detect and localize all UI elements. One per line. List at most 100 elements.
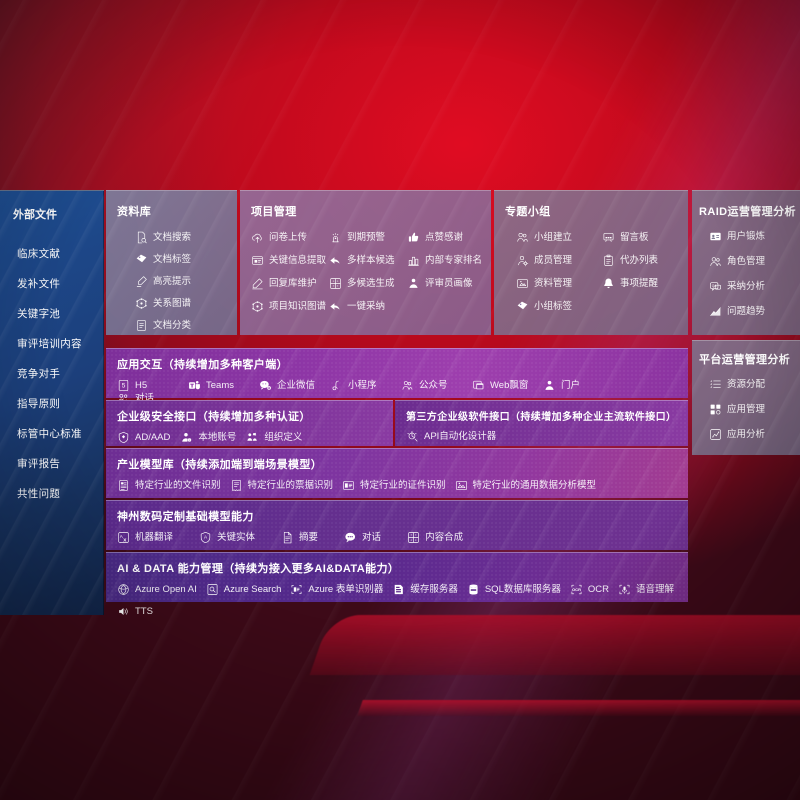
enterprise-security-item-label: 组织定义 xyxy=(264,431,303,443)
app-interaction-item[interactable]: 5 H5 xyxy=(117,379,188,392)
project-management-item[interactable]: 回复库维护 xyxy=(251,277,329,290)
digital-china-base-model-item[interactable]: 摘要 xyxy=(281,531,318,544)
ai-data-capability-item-label: OCR xyxy=(587,583,609,595)
ai-data-capability-item[interactable]: Azure Search xyxy=(206,583,281,596)
ai-data-capability-item[interactable]: 缓存服务器 xyxy=(392,583,458,596)
sidebar-item-common-issues[interactable]: 共性问题 xyxy=(17,487,61,500)
speech-understanding-icon xyxy=(618,583,631,596)
knowledge-base-item[interactable]: 文档标签 xyxy=(135,253,237,266)
project-management-item[interactable]: 关键信息提取 xyxy=(251,254,329,267)
bar-title-digital-china-base-model: 神州数码定制基础模型能力 xyxy=(117,511,254,523)
ai-data-capability-item[interactable]: OCR OCR xyxy=(570,583,609,596)
raid-analysis-item[interactable]: 角色管理 xyxy=(709,255,800,268)
sidebar-item-supplement-docs[interactable]: 发补文件 xyxy=(17,277,61,290)
app-interaction-item-label: Web飘窗 xyxy=(490,379,529,391)
raid-analysis-item-label: 用户锻炼 xyxy=(727,230,766,242)
ai-data-capability-item[interactable]: SQL数据库服务器 xyxy=(467,583,561,596)
sidebar-title: 外部文件 xyxy=(13,209,57,221)
knowledge-base-item[interactable]: 文档分类 xyxy=(135,319,237,332)
org-definition-icon xyxy=(246,431,259,444)
digital-china-base-model-item-label: 摘要 xyxy=(299,531,319,543)
app-interaction-item[interactable]: 公众号 xyxy=(401,379,472,392)
project-management-item-label: 内部专家排名 xyxy=(425,254,483,266)
raid-analysis-item[interactable]: QA 采纳分析 xyxy=(709,280,800,293)
app-interaction-item[interactable]: 门户 xyxy=(543,379,614,392)
digital-china-base-model-item[interactable]: A 机器翻译 xyxy=(117,531,173,544)
sidebar-item-competitors[interactable]: 竞争对手 xyxy=(17,367,61,380)
app-interaction-item[interactable]: Teams xyxy=(188,379,259,392)
bar-title-industry-model-library: 产业模型库（持续添加端到端场景模型） xyxy=(117,459,323,471)
enterprise-security-item-label: AD/AAD xyxy=(135,431,171,443)
project-management-item[interactable]: 问卷上传 xyxy=(251,231,329,244)
sidebar-item-standards-center[interactable]: 标管中心标准 xyxy=(17,427,82,440)
industry-model-library-item[interactable]: 特定行业的通用数据分析模型 xyxy=(455,479,596,492)
panel-title-topic-group: 专题小组 xyxy=(505,206,551,218)
project-management-item[interactable]: 点赞感谢 xyxy=(407,231,485,244)
app-interaction-item[interactable]: Web飘窗 xyxy=(472,379,543,392)
digital-china-base-model-item[interactable]: 内容合成 xyxy=(407,531,463,544)
platform-analysis-item[interactable]: 资源分配 xyxy=(709,378,800,391)
third-party-software-item[interactable]: API自动化设计器 xyxy=(406,430,496,443)
bar-title-ai-data-capability: AI & DATA 能力管理（持续为接入更多AI&DATA能力） xyxy=(117,563,400,575)
project-management-item-label: 回复库维护 xyxy=(269,277,317,289)
shield-auth-icon xyxy=(117,431,130,444)
sidebar-item-guiding-principles[interactable]: 指导原则 xyxy=(17,397,61,410)
ai-data-capability-item[interactable]: Azure Open AI xyxy=(117,583,197,596)
sidebar-item-clinical-literature[interactable]: 临床文献 xyxy=(17,247,61,260)
topic-group-item[interactable]: 资料管理 xyxy=(516,277,602,290)
project-management-item[interactable]: 一键采纳 xyxy=(329,300,407,313)
arrow-back-icon xyxy=(329,254,342,267)
topic-group-item[interactable]: 事项提醒 xyxy=(602,277,688,290)
raid-analysis-item[interactable]: 用户锻炼 xyxy=(709,230,800,243)
ai-data-capability-item[interactable]: Azure 表单识别器 xyxy=(290,583,383,596)
platform-analysis-item[interactable]: 应用管理 xyxy=(709,403,800,416)
project-management-item[interactable]: 到期预警 xyxy=(329,231,407,244)
message-board-icon xyxy=(602,231,615,244)
ai-data-capability-item[interactable]: TTS xyxy=(117,605,153,618)
receipt-recognition-icon xyxy=(230,479,243,492)
topic-group-item[interactable]: 小组建立 xyxy=(516,231,602,244)
industry-model-library-item[interactable]: 特定行业的证件识别 xyxy=(342,479,446,492)
knowledge-base-item-label: 高亮提示 xyxy=(153,275,192,287)
entity-badge-icon: A xyxy=(199,531,212,544)
knowledge-graph-icon xyxy=(135,297,148,310)
industry-model-library-item[interactable]: 特定行业的票据识别 xyxy=(230,479,333,492)
digital-china-base-model-item[interactable]: A 关键实体 xyxy=(199,531,255,544)
knowledge-base-item[interactable]: 关系图谱 xyxy=(135,297,237,310)
app-interaction-item[interactable]: 企业微信 xyxy=(259,379,330,392)
digital-china-base-model-item[interactable]: 对话 xyxy=(344,531,381,544)
knowledge-base-item[interactable]: 文档搜索 xyxy=(135,231,237,244)
raid-analysis-item[interactable]: 问题趋势 xyxy=(709,305,800,318)
knowledge-base-item[interactable]: 高亮提示 xyxy=(135,275,237,288)
project-management-item[interactable]: 评审员画像 xyxy=(407,277,485,290)
project-management-item[interactable]: 内部专家排名 xyxy=(407,254,485,267)
project-management-item[interactable]: 多候选生成 xyxy=(329,277,407,290)
sidebar-item-review-report[interactable]: 审评报告 xyxy=(17,457,61,470)
content-synthesis-icon xyxy=(407,531,420,544)
project-management-item[interactable]: 项目知识图谱 xyxy=(251,300,329,313)
enterprise-security-item[interactable]: 本地账号 xyxy=(180,431,236,444)
sidebar-item-review-training[interactable]: 审评培训内容 xyxy=(17,337,82,350)
topic-group-item[interactable]: 代办列表 xyxy=(602,254,688,267)
document-search-icon xyxy=(135,231,148,244)
ai-data-capability-item-label: 语音理解 xyxy=(635,583,674,595)
industry-model-library-item[interactable]: 特定行业的文件识别 xyxy=(117,479,221,492)
platform-analysis-item[interactable]: 应用分析 xyxy=(709,428,800,441)
project-management-item[interactable]: 多样本候选 xyxy=(329,254,407,267)
people-icon xyxy=(709,255,722,268)
sidebar-item-keyword-pool[interactable]: 关键字池 xyxy=(17,307,61,320)
topic-group-item[interactable]: 小组标签 xyxy=(516,300,602,313)
enterprise-security-item[interactable]: AD/AAD xyxy=(117,431,170,444)
topic-group-item[interactable]: 成员管理 xyxy=(516,254,602,267)
topic-group-item-label: 小组标签 xyxy=(534,300,573,312)
enterprise-security-item[interactable]: 组织定义 xyxy=(246,431,302,444)
translate-icon: A xyxy=(117,531,130,544)
bell-icon xyxy=(602,277,615,290)
app-interaction-item[interactable]: 小程序 xyxy=(330,379,401,392)
panel-project-management: 项目管理 问卷上传 到期预警 点赞感谢 关键信息提取 多样本候选 内部专家排名 回复库维护 多… xyxy=(240,190,491,335)
background-floor-shape-lower xyxy=(357,700,800,716)
background-floor-shape-upper xyxy=(309,615,800,675)
topic-group-item[interactable]: 留言板 xyxy=(602,231,688,244)
ai-data-capability-item[interactable]: 语音理解 xyxy=(618,583,674,596)
topic-group-item-label: 事项提醒 xyxy=(620,277,659,289)
